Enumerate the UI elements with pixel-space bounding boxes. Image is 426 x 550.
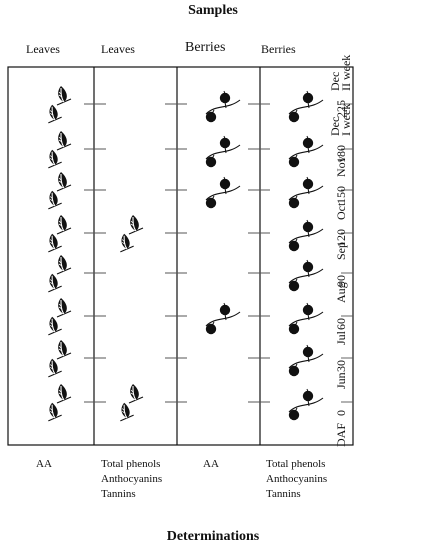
leaf-icon: [47, 190, 63, 210]
berry-icon: [205, 90, 241, 123]
determinations-col2: Total phenols Anthocyanins Tannins: [101, 457, 162, 502]
berry-icon: [205, 135, 241, 168]
leaf-icon: [128, 383, 144, 404]
leaf-icon: [47, 358, 63, 378]
daf-value: 0: [333, 410, 348, 416]
determination-item: Anthocyanins: [266, 473, 328, 485]
leaf-icon: [47, 402, 63, 422]
berry-icon: [288, 219, 324, 252]
berry-icon: [288, 135, 324, 168]
berry-icon: [288, 259, 324, 292]
berry-icon: [288, 90, 324, 123]
leaf-icon: [56, 214, 72, 235]
leaf-icon: [119, 402, 135, 422]
leaf-icon: [56, 339, 72, 360]
leaf-icon: [56, 254, 72, 275]
leaf-icon: [47, 316, 63, 336]
leaf-icon: [56, 297, 72, 318]
determinations-col3: AA: [203, 457, 219, 472]
timepoint-label: 0 Jun: [330, 326, 352, 416]
determination-item: Anthocyanins: [101, 473, 163, 485]
leaf-icon: [128, 214, 144, 235]
column-heading-leaves-phenols: Leaves: [101, 42, 135, 56]
berry-icon: [205, 302, 241, 335]
determination-item: Tannins: [266, 488, 301, 500]
daf-axis-label: DAF: [333, 422, 348, 447]
determination-item: Tannins: [101, 488, 136, 500]
determination-item: AA: [203, 458, 219, 470]
column-heading-leaves-aa: Leaves: [26, 42, 60, 56]
determination-item: AA: [36, 458, 52, 470]
leaf-icon: [47, 104, 63, 124]
determinations-col1: AA: [36, 457, 52, 472]
leaf-icon: [47, 149, 63, 169]
berry-icon: [288, 344, 324, 377]
leaf-icon: [56, 171, 72, 192]
samples-title: Samples: [188, 3, 238, 18]
determination-item: Total phenols: [101, 458, 161, 470]
berry-icon: [288, 176, 324, 209]
column-heading-berries-aa: Berries: [185, 40, 226, 55]
diagram-frame: [7, 66, 354, 446]
leaf-icon: [56, 85, 72, 106]
leaf-icon: [56, 130, 72, 151]
leaf-icon: [47, 273, 63, 293]
month-label: Jun: [333, 372, 348, 389]
determinations-title: Determinations: [166, 529, 260, 544]
leaf-icon: [56, 383, 72, 404]
leaf-icon: [47, 233, 63, 253]
berry-icon: [205, 176, 241, 209]
berry-icon: [288, 302, 324, 335]
berry-icon: [288, 388, 324, 421]
determinations-col4: Total phenols Anthocyanins Tannins: [266, 457, 327, 502]
leaf-icon: [119, 233, 135, 253]
determination-item: Total phenols: [266, 458, 326, 470]
column-heading-berries-phenols: Berries: [261, 42, 296, 56]
